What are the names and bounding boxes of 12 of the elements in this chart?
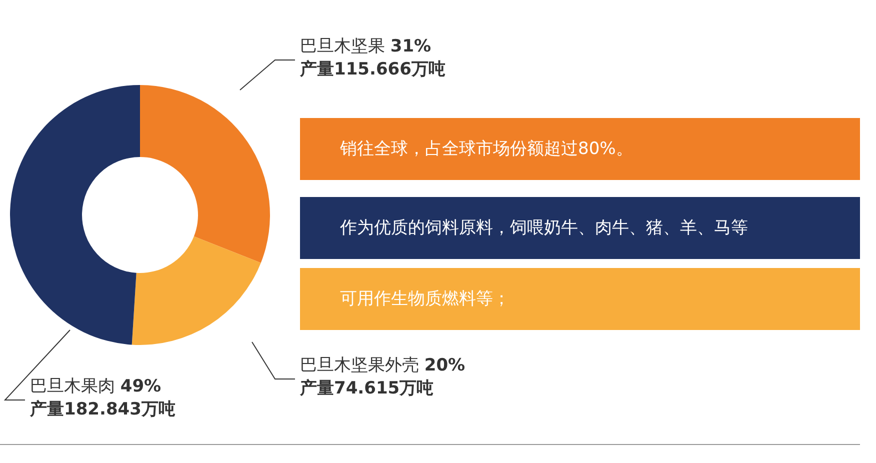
slice-label: 巴旦木坚果外壳: [300, 356, 424, 376]
data-label: 49%: [120, 376, 162, 396]
data-label: 31%: [390, 36, 432, 56]
slice-label: 巴旦木坚果: [300, 36, 390, 56]
slice-label: 巴旦木果肉: [30, 376, 120, 396]
text: 产量182.843万吨: [29, 400, 176, 420]
text: 产量74.615万吨: [299, 378, 434, 398]
banner: 可用作生物质燃料等；: [300, 268, 860, 330]
banner: 作为优质的饲料原料，饲喂奶牛、肉牛、猪、羊、马等: [300, 197, 860, 259]
banner: 销往全球，占全球市场份额超过80%。: [300, 118, 860, 180]
data-label: 20%: [424, 356, 466, 376]
text: 产量115.666万吨: [299, 60, 446, 80]
